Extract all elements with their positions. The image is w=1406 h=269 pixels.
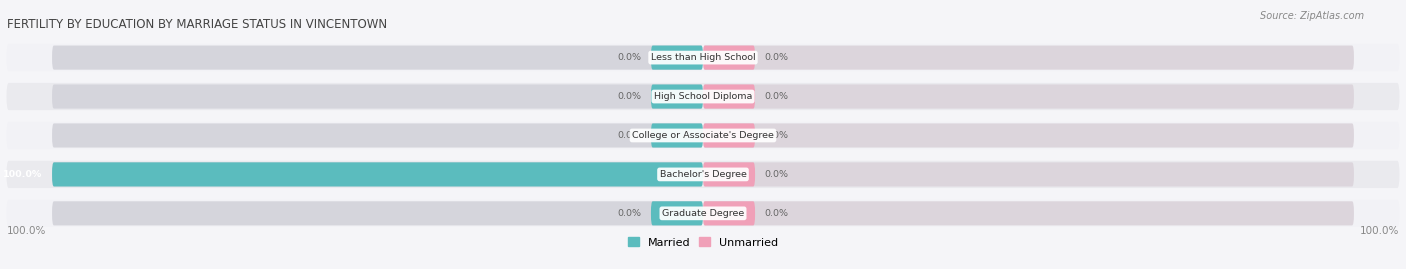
Text: College or Associate's Degree: College or Associate's Degree <box>633 131 773 140</box>
FancyBboxPatch shape <box>52 84 703 109</box>
FancyBboxPatch shape <box>651 45 703 70</box>
FancyBboxPatch shape <box>703 201 1354 225</box>
FancyBboxPatch shape <box>52 123 703 147</box>
FancyBboxPatch shape <box>7 122 1399 149</box>
FancyBboxPatch shape <box>651 201 703 225</box>
Text: Less than High School: Less than High School <box>651 53 755 62</box>
Text: High School Diploma: High School Diploma <box>654 92 752 101</box>
Text: 100.0%: 100.0% <box>7 226 46 236</box>
FancyBboxPatch shape <box>703 123 755 147</box>
Text: 0.0%: 0.0% <box>617 92 641 101</box>
FancyBboxPatch shape <box>703 84 1354 109</box>
Text: 0.0%: 0.0% <box>617 209 641 218</box>
FancyBboxPatch shape <box>703 84 755 109</box>
FancyBboxPatch shape <box>7 200 1399 227</box>
FancyBboxPatch shape <box>7 44 1399 71</box>
Legend: Married, Unmarried: Married, Unmarried <box>627 237 779 247</box>
Text: 0.0%: 0.0% <box>765 53 789 62</box>
Text: Graduate Degree: Graduate Degree <box>662 209 744 218</box>
Text: 100.0%: 100.0% <box>3 170 42 179</box>
FancyBboxPatch shape <box>7 83 1399 110</box>
Text: Source: ZipAtlas.com: Source: ZipAtlas.com <box>1260 11 1364 21</box>
FancyBboxPatch shape <box>703 162 755 186</box>
Text: 0.0%: 0.0% <box>617 131 641 140</box>
Text: 0.0%: 0.0% <box>617 53 641 62</box>
Text: 100.0%: 100.0% <box>1360 226 1399 236</box>
FancyBboxPatch shape <box>52 45 703 70</box>
FancyBboxPatch shape <box>7 161 1399 188</box>
FancyBboxPatch shape <box>52 162 703 186</box>
Text: 0.0%: 0.0% <box>765 131 789 140</box>
Text: 0.0%: 0.0% <box>765 92 789 101</box>
FancyBboxPatch shape <box>52 162 703 186</box>
Text: Bachelor's Degree: Bachelor's Degree <box>659 170 747 179</box>
FancyBboxPatch shape <box>651 123 703 147</box>
FancyBboxPatch shape <box>703 45 1354 70</box>
FancyBboxPatch shape <box>703 201 755 225</box>
FancyBboxPatch shape <box>52 201 703 225</box>
FancyBboxPatch shape <box>703 123 1354 147</box>
Text: FERTILITY BY EDUCATION BY MARRIAGE STATUS IN VINCENTOWN: FERTILITY BY EDUCATION BY MARRIAGE STATU… <box>7 18 387 31</box>
Text: 0.0%: 0.0% <box>765 170 789 179</box>
FancyBboxPatch shape <box>703 45 755 70</box>
FancyBboxPatch shape <box>703 162 1354 186</box>
FancyBboxPatch shape <box>651 84 703 109</box>
Text: 0.0%: 0.0% <box>765 209 789 218</box>
